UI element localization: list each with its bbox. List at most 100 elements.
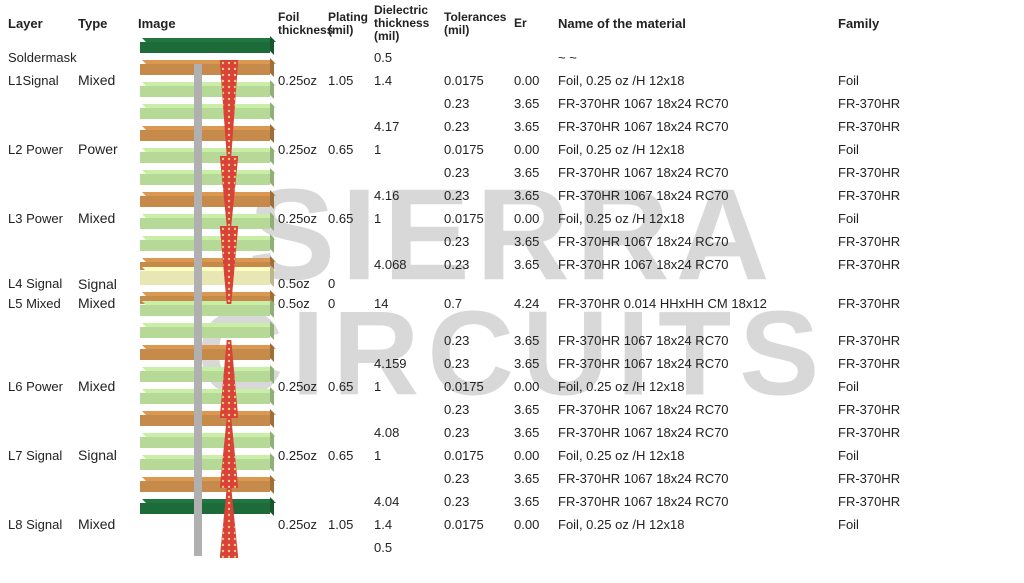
family-cell: FR-370HR: [838, 96, 928, 111]
image-cell: [138, 375, 278, 398]
header-type: Type: [78, 17, 138, 31]
foil-cell: 0.5oz: [278, 276, 328, 291]
dielectric-cell: 1: [374, 379, 444, 394]
family-cell: FR-370HR: [838, 333, 928, 348]
material-cell: FR-370HR 1067 18x24 RC70: [558, 165, 838, 180]
er-cell: 0.00: [514, 142, 558, 157]
foil-cell: 0.25oz: [278, 379, 328, 394]
er-cell: 3.65: [514, 234, 558, 249]
family-cell: Foil: [838, 379, 928, 394]
er-cell: 3.65: [514, 402, 558, 417]
family-cell: Foil: [838, 142, 928, 157]
data-row: 0.5: [0, 536, 1024, 559]
family-cell: Foil: [838, 517, 928, 532]
tol-cell: 0.23: [444, 356, 514, 371]
tol-cell: 0.23: [444, 234, 514, 249]
material-cell: FR-370HR 1067 18x24 RC70: [558, 188, 838, 203]
data-row: L4 SignalSignal0.5oz0: [0, 276, 1024, 292]
family-cell: FR-370HR: [838, 471, 928, 486]
image-cell: [138, 352, 278, 375]
layer-cell: L2 Power: [8, 142, 78, 157]
image-cell: [138, 138, 278, 161]
data-row: L7 SignalSignal0.25oz0.6510.01750.00Foil…: [0, 444, 1024, 467]
image-cell: [138, 467, 278, 490]
type-cell: Signal: [78, 447, 138, 463]
data-row: L2 PowerPower0.25oz0.6510.01750.00Foil, …: [0, 138, 1024, 161]
image-cell: [138, 536, 278, 559]
material-cell: Foil, 0.25 oz /H 12x18: [558, 517, 838, 532]
family-cell: Foil: [838, 448, 928, 463]
data-row: L1SignalMixed0.25oz1.051.40.01750.00Foil…: [0, 69, 1024, 92]
dielectric-cell: 4.04: [374, 494, 444, 509]
data-row: 0.233.65FR-370HR 1067 18x24 RC70FR-370HR: [0, 92, 1024, 115]
type-cell: Mixed: [78, 378, 138, 394]
layer-cell: L3 Power: [8, 211, 78, 226]
tol-cell: 0.0175: [444, 211, 514, 226]
foil-cell: 0.5oz: [278, 296, 328, 311]
er-cell: 3.65: [514, 471, 558, 486]
tol-cell: 0.23: [444, 119, 514, 134]
er-cell: 3.65: [514, 188, 558, 203]
header-tolerances: Tolerances (mil): [444, 11, 514, 37]
material-cell: FR-370HR 1067 18x24 RC70: [558, 96, 838, 111]
foil-cell: 0.25oz: [278, 517, 328, 532]
material-cell: Foil, 0.25 oz /H 12x18: [558, 211, 838, 226]
layer-cell: L1Signal: [8, 73, 78, 88]
image-cell: [138, 184, 278, 207]
data-row: 4.040.233.65FR-370HR 1067 18x24 RC70FR-3…: [0, 490, 1024, 513]
header-row: Layer Type Image Foil thickness Plating …: [0, 0, 1024, 46]
tol-cell: 0.0175: [444, 379, 514, 394]
image-cell: [138, 329, 278, 352]
data-row: 0.233.65FR-370HR 1067 18x24 RC70FR-370HR: [0, 398, 1024, 421]
foil-cell: 0.25oz: [278, 142, 328, 157]
er-cell: 3.65: [514, 119, 558, 134]
image-cell: [138, 69, 278, 92]
header-material: Name of the material: [558, 17, 838, 31]
type-cell: Mixed: [78, 210, 138, 226]
material-cell: Foil, 0.25 oz /H 12x18: [558, 73, 838, 88]
family-cell: FR-370HR: [838, 494, 928, 509]
image-cell: [138, 315, 278, 329]
tol-cell: 0.23: [444, 494, 514, 509]
family-cell: FR-370HR: [838, 188, 928, 203]
image-cell: [138, 161, 278, 184]
dielectric-cell: 14: [374, 296, 444, 311]
er-cell: 0.00: [514, 379, 558, 394]
plating-cell: 0: [328, 296, 374, 311]
dielectric-cell: 4.08: [374, 425, 444, 440]
tol-cell: 0.0175: [444, 448, 514, 463]
data-row: Soldermask0.5~ ~: [0, 46, 1024, 69]
tol-cell: 0.0175: [444, 73, 514, 88]
er-cell: 0.00: [514, 517, 558, 532]
er-cell: 0.00: [514, 448, 558, 463]
tol-cell: 0.23: [444, 96, 514, 111]
data-row: 4.1590.233.65FR-370HR 1067 18x24 RC70FR-…: [0, 352, 1024, 375]
tol-cell: 0.0175: [444, 142, 514, 157]
data-row: 0.233.65FR-370HR 1067 18x24 RC70FR-370HR: [0, 230, 1024, 253]
plating-cell: 0.65: [328, 211, 374, 226]
dielectric-cell: 4.17: [374, 119, 444, 134]
family-cell: FR-370HR: [838, 296, 928, 311]
foil-cell: 0.25oz: [278, 448, 328, 463]
dielectric-cell: 1: [374, 211, 444, 226]
er-cell: 3.65: [514, 356, 558, 371]
layer-cell: L7 Signal: [8, 448, 78, 463]
family-cell: FR-370HR: [838, 165, 928, 180]
header-dielectric: Dielectric thickness (mil): [374, 4, 444, 44]
er-cell: 3.65: [514, 425, 558, 440]
image-cell: [138, 421, 278, 444]
er-cell: 3.65: [514, 165, 558, 180]
material-cell: FR-370HR 1067 18x24 RC70: [558, 494, 838, 509]
er-cell: 4.24: [514, 296, 558, 311]
material-cell: FR-370HR 1067 18x24 RC70: [558, 333, 838, 348]
layer-cell: L6 Power: [8, 379, 78, 394]
header-layer: Layer: [8, 17, 78, 31]
material-cell: FR-370HR 1067 18x24 RC70: [558, 425, 838, 440]
tol-cell: 0.23: [444, 425, 514, 440]
er-cell: 3.65: [514, 96, 558, 111]
dielectric-cell: 4.159: [374, 356, 444, 371]
dielectric-cell: 1: [374, 448, 444, 463]
family-cell: FR-370HR: [838, 119, 928, 134]
family-cell: FR-370HR: [838, 425, 928, 440]
data-row: L6 PowerMixed0.25oz0.6510.01750.00Foil, …: [0, 375, 1024, 398]
